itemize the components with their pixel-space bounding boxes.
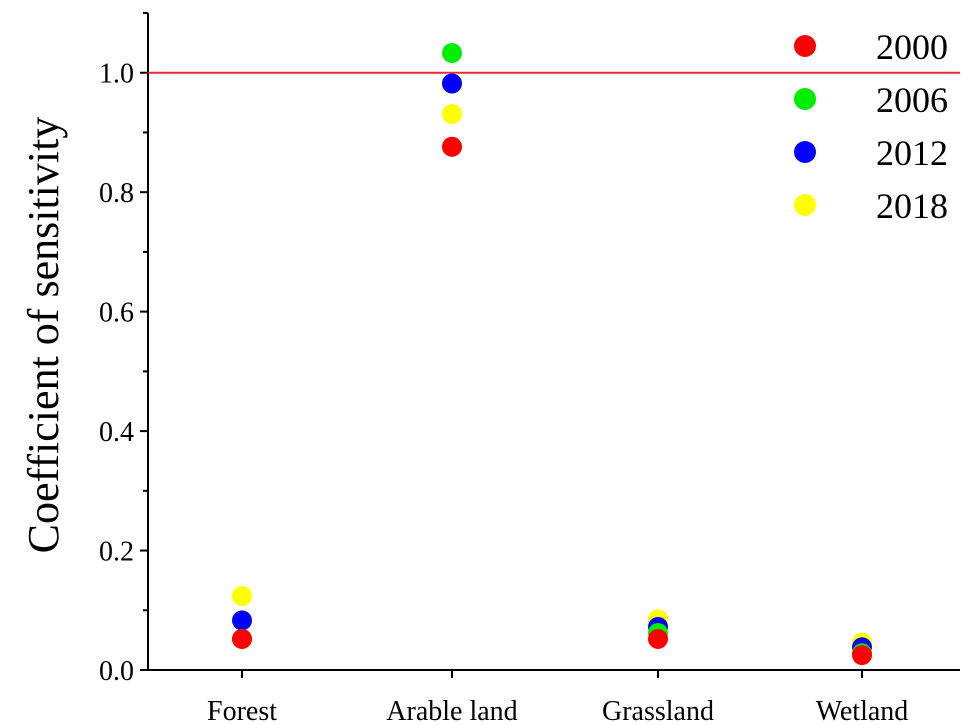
data-point <box>852 645 872 666</box>
y-tick-label: 0.2 <box>99 537 134 568</box>
data-point <box>232 610 252 631</box>
data-point <box>232 585 252 606</box>
data-point <box>442 73 462 94</box>
data-point <box>442 103 462 124</box>
y-tick-label: 0.8 <box>99 178 134 209</box>
y-tick-label: 0.0 <box>99 656 134 687</box>
y-axis-title: Coefficient of sensitivity <box>19 117 68 554</box>
data-points <box>232 43 872 666</box>
y-tick-label: 1.0 <box>99 59 134 90</box>
data-point <box>442 136 462 157</box>
x-tick-label: Wetland <box>816 696 909 725</box>
x-tick-label: Grassland <box>602 696 714 725</box>
data-point <box>232 628 252 649</box>
legend: 2000 2006 2012 2018 <box>794 27 948 226</box>
legend-marker <box>794 35 816 57</box>
legend-marker <box>794 88 816 110</box>
legend-marker <box>794 141 816 163</box>
data-point <box>442 43 462 64</box>
y-tick-label: 0.6 <box>99 298 134 329</box>
x-tick-label: Forest <box>207 696 277 725</box>
axes: 0.0 0.2 0.4 0.6 0.8 1.0 Forest Arable land Grass… <box>99 12 960 725</box>
y-tick-label: 0.4 <box>99 417 134 448</box>
legend-label: 2006 <box>876 80 948 120</box>
legend-label: 2012 <box>876 133 948 173</box>
data-point <box>648 628 668 649</box>
x-tick-label: Arable land <box>386 696 517 725</box>
legend-label: 2000 <box>876 27 948 67</box>
legend-label: 2018 <box>876 186 948 226</box>
legend-marker <box>794 194 816 216</box>
